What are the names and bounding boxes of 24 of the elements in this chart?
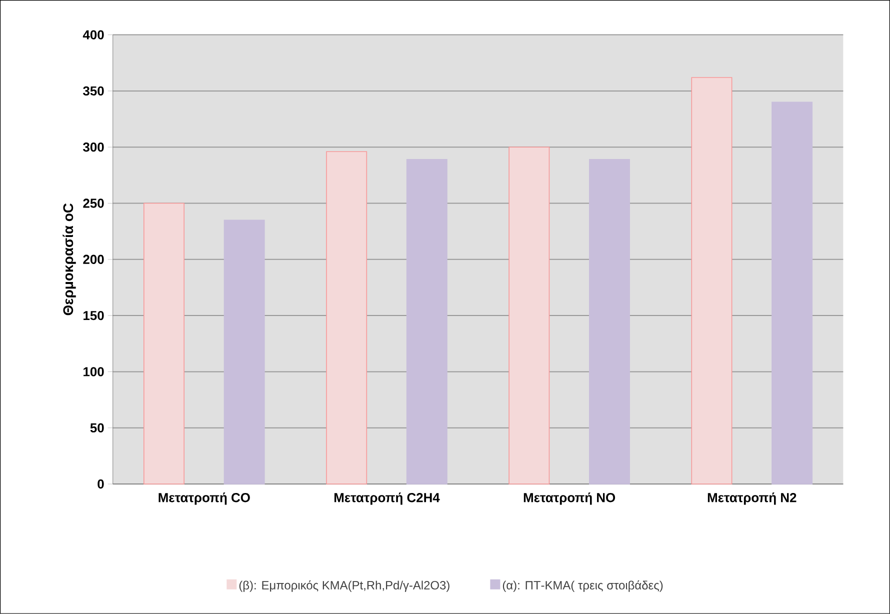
bar [588, 159, 630, 484]
y-tick-label: 400 [82, 30, 104, 40]
y-tick-label: 200 [83, 254, 104, 264]
y-tick-label: 150 [84, 311, 104, 320]
bar [144, 202, 184, 484]
bar [772, 102, 813, 484]
y-tick-label: 300 [83, 142, 104, 152]
x-tick-label: Μετατροπή C2H4 [334, 492, 440, 505]
legend-label: (α): ΠΤ-ΚΜΑ( τρεις στοιβάδες) [502, 580, 663, 592]
bar [326, 151, 368, 484]
bar [508, 146, 550, 484]
x-tick-label: Μετατροπή CO [158, 492, 250, 505]
y-tick-label: 100 [84, 367, 104, 376]
bar [224, 220, 265, 484]
x-tick-label: Μετατροπή NO [524, 492, 616, 505]
y-tick-label: 0 [98, 479, 104, 489]
bar [691, 77, 732, 484]
y-axis-title: Θερμοκρασία oC [62, 204, 76, 316]
y-tick-label: 250 [83, 198, 104, 208]
y-tick-label: 50 [90, 423, 104, 432]
bar [406, 159, 448, 484]
y-tick-label: 350 [83, 86, 104, 96]
x-tick-label: Μετατροπή N2 [708, 492, 796, 505]
legend-label: (β): Εμπορικός ΚΜΑ(Pt,Rh,Pd/γ-Al2O3) [239, 580, 450, 592]
